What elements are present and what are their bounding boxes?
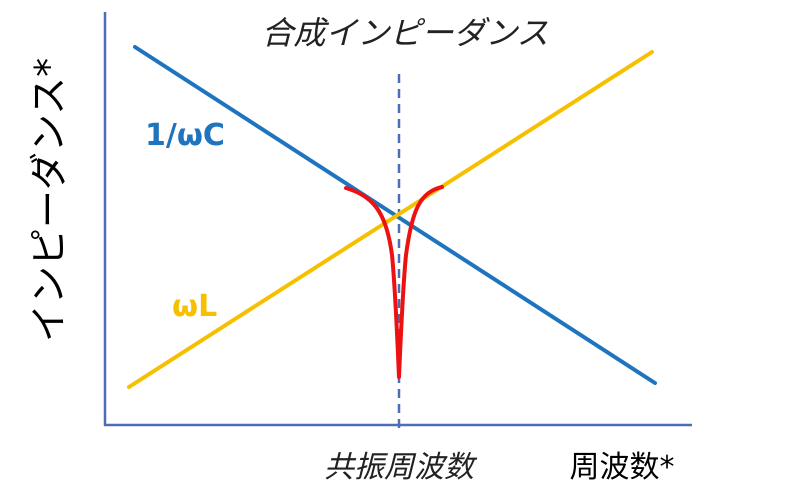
inductive-reactance-label: ωL	[172, 289, 217, 324]
diagram-title: 合成インピーダンス	[261, 14, 548, 52]
resonance-frequency-label: 共振周波数	[324, 450, 478, 485]
inductive-reactance-line	[127, 50, 654, 389]
x-axis-label: 周波数*	[570, 450, 675, 485]
combined-impedance-curve	[344, 185, 444, 379]
y-axis-label: インピーダンス*	[27, 58, 71, 342]
capacitive-reactance-label: 1/ωC	[145, 118, 225, 153]
